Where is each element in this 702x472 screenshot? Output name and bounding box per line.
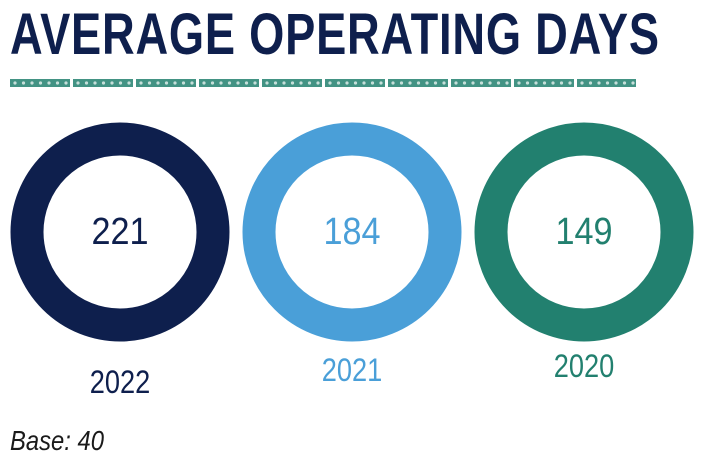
- year-label-2022: 2022: [89, 364, 151, 400]
- ring-shape-2021: [242, 122, 462, 342]
- ring-2020: 149: [474, 122, 694, 342]
- year-label-2020: 2020: [553, 348, 615, 384]
- base-footnote: Base: 40: [10, 425, 104, 456]
- ring-2021: 184: [242, 122, 462, 342]
- ring-shape-2020: [474, 122, 694, 342]
- ring-value-2020: 149: [555, 210, 613, 253]
- ring-2022: 221: [10, 122, 230, 342]
- ring-value-2021: 184: [323, 210, 381, 253]
- ring-arc-2022: [10, 122, 230, 342]
- ring-shape-2022: [10, 122, 230, 342]
- decorative-divider: [10, 79, 636, 87]
- ring-value-2022: 221: [91, 210, 149, 253]
- ring-arc-2021: [242, 122, 462, 342]
- chart-title: AVERAGE OPERATING DAYS: [10, 2, 660, 67]
- ring-arc-2020: [474, 122, 694, 342]
- year-label-2021: 2021: [321, 352, 383, 388]
